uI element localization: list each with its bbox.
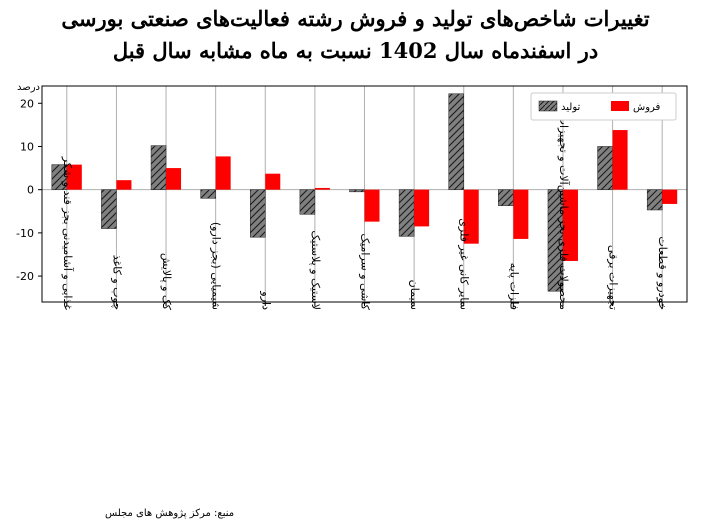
- y-tick-label: -10: [16, 227, 34, 240]
- x-tick-label: سایر کانی غیر فلزی: [458, 218, 471, 310]
- source-note: منبع: مرکز پژوهش های مجلس: [105, 508, 235, 519]
- legend-label-production: تولید: [561, 102, 580, 113]
- legend-label-sales: فروش: [633, 102, 661, 113]
- y-axis-label: درصد: [17, 82, 40, 93]
- x-tick-label: فلزات پایه: [507, 263, 520, 310]
- bar-production: [200, 189, 216, 199]
- x-tick-label: کاشی و سرامیک: [359, 233, 372, 310]
- bar-production: [349, 189, 365, 193]
- x-tick-label: غذایی و آشامیدنی بجز قند و شکر: [61, 156, 75, 310]
- x-tick-label: لاستیک و پلاستیک: [309, 230, 322, 310]
- y-tick-label: -20: [16, 270, 34, 283]
- bar-production: [498, 189, 514, 206]
- bar-sales: [513, 189, 529, 239]
- legend-box: [530, 92, 677, 121]
- x-tick-label: تجهیزات برقی: [607, 245, 620, 310]
- bar-sales: [66, 164, 82, 190]
- x-tick-label: خودرو و قطعات: [656, 236, 669, 310]
- y-tick-label: 10: [20, 140, 34, 153]
- x-tick-label: محصولات فلزی بجز ماشین‌آلات و تجهیزات: [557, 115, 571, 310]
- bar-sales: [314, 187, 330, 190]
- bar-production: [448, 93, 464, 190]
- bar-sales: [414, 189, 430, 227]
- bar-sales: [166, 168, 182, 190]
- bar-production: [646, 189, 663, 211]
- x-tick-label: سیمان: [408, 280, 421, 310]
- bar-production: [101, 189, 117, 229]
- x-tick-label: کک و پالایش: [160, 253, 173, 311]
- bar-production: [250, 189, 266, 238]
- bar-production: [150, 145, 167, 190]
- chart-title-line-1: تغییرات شاخص‌های تولید و فروش رشته فعالی…: [61, 6, 650, 31]
- bar-production: [597, 146, 613, 190]
- x-tick-label: دارو: [259, 290, 272, 310]
- bar-sales: [562, 189, 578, 261]
- chart-legend: تولید فروش: [530, 92, 677, 121]
- bar-sales: [265, 173, 281, 190]
- bars-layer: [51, 93, 678, 292]
- bar-sales: [364, 189, 380, 222]
- bar-production: [398, 189, 415, 237]
- bar-sales: [612, 130, 628, 190]
- bar-sales: [662, 189, 678, 204]
- axes-layer: 20 10 0 -10 -20 درصد غذایی و آشامیدنی بجز قند …: [16, 82, 688, 311]
- x-tick-label: چوب و کاغذ: [110, 255, 123, 310]
- y-tick-label: 0: [27, 184, 34, 197]
- legend-swatch-production: [538, 100, 558, 112]
- legend-swatch-sales: [611, 101, 629, 111]
- x-tick-label: شیمیایی (بجز دارو): [210, 222, 223, 310]
- chart-title-line-2: در اسفندماه سال 1402 نسبت به ماه مشابه س…: [112, 38, 599, 63]
- bar-sales: [215, 156, 231, 190]
- bar-sales: [463, 189, 479, 244]
- bar-production: [299, 189, 316, 215]
- y-tick-label: 20: [20, 97, 34, 110]
- bar-sales: [116, 180, 132, 190]
